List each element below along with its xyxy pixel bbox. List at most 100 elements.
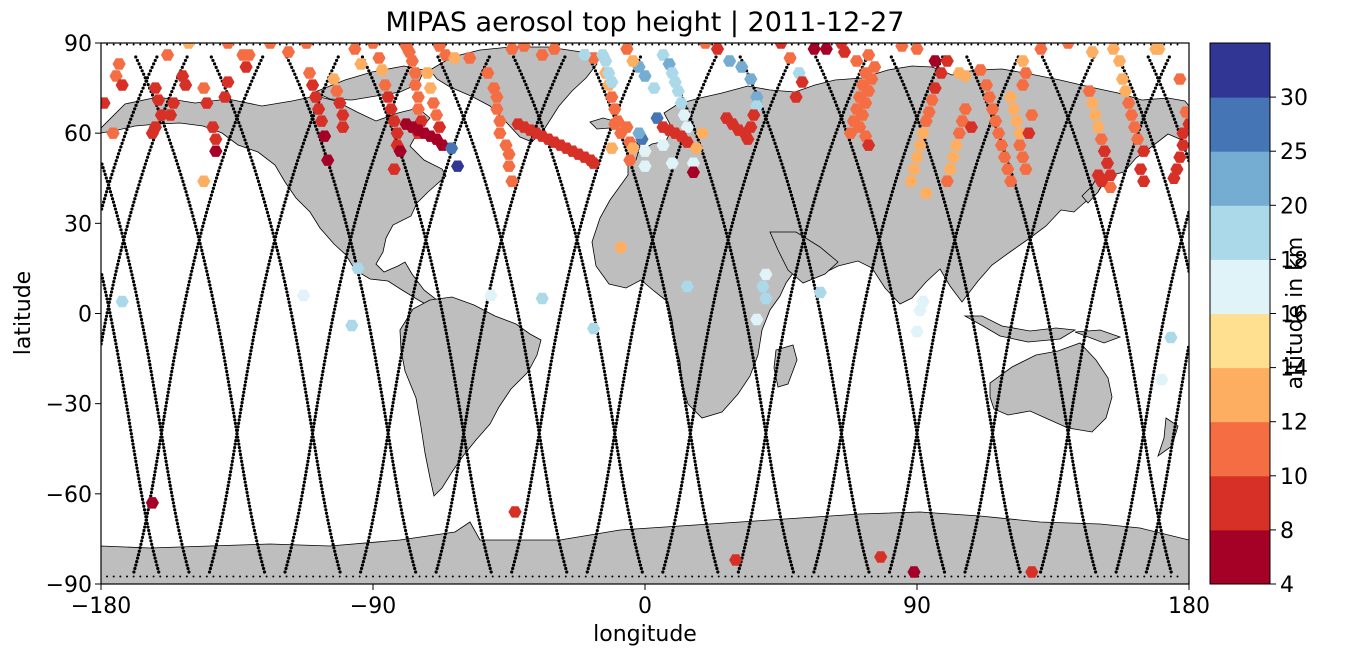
track-point	[873, 221, 877, 225]
track-point	[110, 286, 114, 291]
track-point	[261, 566, 266, 571]
track-point	[948, 255, 953, 260]
track-point	[636, 186, 640, 190]
track-point	[1184, 359, 1188, 363]
track-point	[1131, 366, 1135, 370]
track-point	[280, 269, 284, 273]
track-point	[623, 369, 627, 374]
track-point	[288, 304, 292, 308]
observation-marker	[163, 109, 178, 121]
track-point	[331, 542, 335, 546]
track-point	[935, 539, 939, 543]
track-point	[942, 200, 947, 204]
track-point	[242, 477, 247, 481]
track-point	[394, 96, 398, 101]
track-point	[558, 575, 561, 578]
track-point	[630, 72, 635, 76]
track-point	[1126, 342, 1130, 346]
track-point	[219, 338, 223, 342]
track-point	[331, 176, 335, 180]
track-point	[145, 345, 149, 349]
track-point	[884, 266, 888, 270]
track-point	[404, 169, 408, 173]
track-point	[606, 473, 610, 477]
observation-marker	[206, 121, 220, 133]
track-point	[1087, 546, 1092, 550]
track-point	[1186, 214, 1189, 218]
track-point	[1097, 210, 1101, 215]
track-point	[957, 221, 961, 225]
observation-marker	[907, 566, 921, 578]
track-point	[971, 172, 975, 177]
track-point	[835, 456, 839, 460]
track-point	[399, 356, 403, 360]
track-point	[695, 390, 699, 394]
track-point	[606, 470, 610, 474]
track-point	[1063, 414, 1067, 419]
track-point	[418, 575, 421, 578]
track-point	[783, 321, 787, 325]
track-point	[244, 376, 248, 381]
track-point	[382, 404, 386, 408]
track-point	[446, 342, 450, 346]
track-point	[512, 193, 516, 197]
track-point	[795, 266, 799, 270]
track-point	[405, 321, 409, 325]
track-point	[131, 445, 136, 450]
track-point	[817, 307, 822, 311]
track-point	[336, 290, 340, 294]
track-point	[478, 521, 482, 526]
track-point	[573, 231, 577, 235]
track-point	[313, 449, 318, 453]
track-point	[710, 549, 715, 553]
track-point	[677, 148, 681, 152]
observation-marker	[813, 286, 827, 299]
track-point	[551, 155, 555, 159]
track-point	[391, 401, 395, 405]
track-point	[524, 352, 528, 356]
track-point	[531, 466, 536, 470]
track-point	[1060, 397, 1065, 401]
track-point	[1058, 480, 1062, 484]
track-point	[1092, 563, 1096, 567]
track-point	[836, 107, 840, 111]
track-point	[124, 131, 128, 135]
track-point	[1040, 55, 1045, 59]
observation-marker	[239, 61, 253, 73]
track-point	[395, 376, 399, 381]
track-point	[1043, 575, 1046, 578]
track-point	[833, 394, 837, 398]
track-point	[382, 456, 386, 460]
track-point	[104, 193, 108, 197]
track-point	[458, 452, 462, 457]
track-point	[847, 477, 851, 481]
track-point	[119, 145, 123, 149]
track-point	[291, 69, 295, 73]
track-point	[113, 338, 117, 342]
track-point	[937, 307, 941, 311]
track-point	[731, 217, 736, 222]
track-point	[844, 459, 848, 463]
track-point	[1121, 542, 1125, 546]
track-point	[935, 318, 939, 322]
track-point	[1064, 121, 1068, 125]
track-point	[350, 245, 354, 249]
track-point	[474, 504, 478, 508]
track-point	[520, 331, 524, 336]
track-point	[218, 331, 222, 336]
track-point	[966, 560, 970, 564]
track-point	[477, 159, 481, 163]
track-point	[511, 197, 515, 201]
track-point	[716, 570, 720, 574]
track-point	[302, 483, 306, 488]
track-point	[120, 376, 124, 381]
track-point	[974, 521, 979, 526]
track-point	[870, 43, 873, 46]
track-point	[112, 165, 116, 170]
track-point	[847, 138, 852, 142]
track-point	[888, 566, 893, 571]
observation-marker	[200, 97, 214, 109]
track-point	[1039, 570, 1043, 574]
track-point	[1140, 421, 1144, 425]
track-point	[458, 575, 461, 578]
